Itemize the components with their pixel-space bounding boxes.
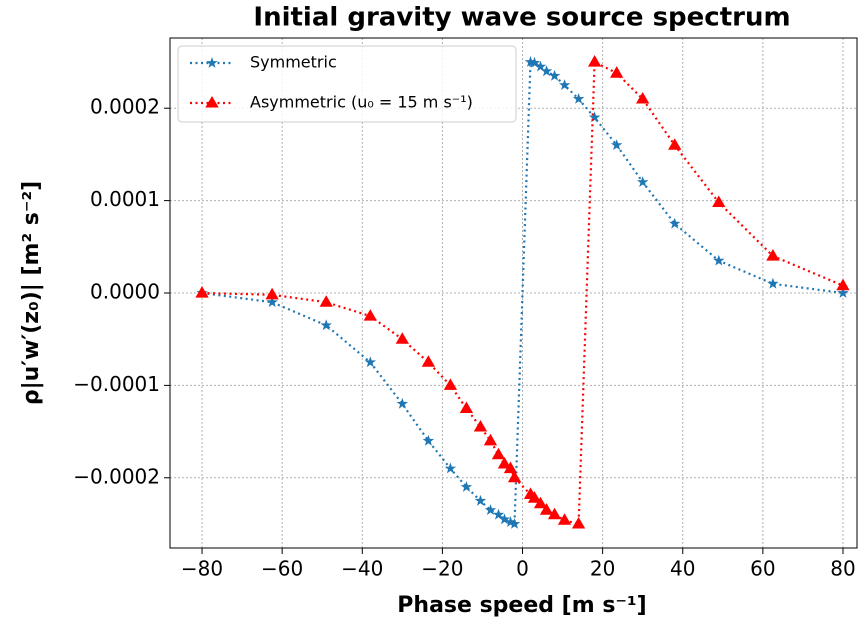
data-point [364,356,376,368]
data-point [498,513,511,525]
legend-label: Symmetric [250,53,337,72]
data-point [571,517,586,529]
y-tick-label: −0.0001 [73,372,160,396]
data-point [558,79,571,90]
data-point [767,277,779,289]
data-point [548,69,561,81]
legend: Symmetric Asymmetric (u₀ = 15 m s⁻¹) [177,45,517,123]
data-point [766,249,780,261]
data-point [497,456,512,469]
data-point [460,481,473,492]
data-point [459,401,474,413]
legend-marker [206,57,218,68]
data-point [492,508,505,520]
data-point [266,296,278,308]
data-point [836,278,850,291]
data-point [588,111,601,123]
data-point [528,56,541,68]
data-point [508,518,521,529]
data-point [527,491,542,503]
data-point [610,66,624,78]
y-tick-label: −0.0002 [73,464,160,488]
data-point [265,287,279,300]
data-point [444,462,457,474]
x-tick-label: 60 [750,557,775,581]
data-point [539,503,554,515]
data-point [443,378,458,390]
data-point [557,513,572,525]
data-point [610,139,623,150]
data-point [422,434,435,446]
data-point [533,496,548,509]
x-tick-label: 40 [670,557,695,581]
data-point [474,494,487,506]
chart-title: Initial gravity wave source spectrum [253,3,790,33]
legend-label: Asymmetric (u₀ = 15 m s⁻¹) [250,93,473,112]
data-point [669,217,681,229]
data-point [483,433,498,446]
x-tick-label: 80 [830,557,855,581]
data-point [363,309,377,321]
data-point [484,504,497,515]
x-tick-label: 20 [590,557,615,581]
y-axis-label: ρ|u′w′(z₀)| [m² s⁻²] [19,181,44,405]
y-tick-label: 0.0001 [90,187,160,211]
y-tick-label: 0.0002 [90,95,160,119]
data-point [534,60,547,72]
data-point [540,65,553,77]
data-point [421,355,435,367]
data-point [636,92,650,104]
data-point [503,461,518,474]
data-point [637,176,649,187]
data-point [668,138,682,150]
x-axis-label: Phase speed [m s⁻¹] [397,593,646,618]
data-point [712,195,726,207]
data-point [195,286,209,298]
data-point [395,332,409,344]
data-point [588,55,602,67]
data-point [320,319,332,331]
data-point [572,93,585,104]
data-point [507,470,522,483]
x-tick-label: −60 [261,557,303,581]
legend-box [177,45,517,123]
legend-marker [205,96,219,108]
data-point [491,447,506,460]
x-tick-label: −80 [181,557,223,581]
data-point [837,287,849,298]
data-point [713,254,725,266]
data-point [547,507,562,520]
data-point [473,420,488,432]
x-tick-label: −40 [341,557,383,581]
y-tick-label: 0.0000 [90,280,160,304]
x-tick-label: −20 [421,557,463,581]
data-point [504,516,517,527]
plot-frame [169,37,858,549]
data-point [396,397,408,409]
data-point [319,295,333,307]
x-tick-label: 0 [516,557,529,581]
series-line [201,60,844,526]
